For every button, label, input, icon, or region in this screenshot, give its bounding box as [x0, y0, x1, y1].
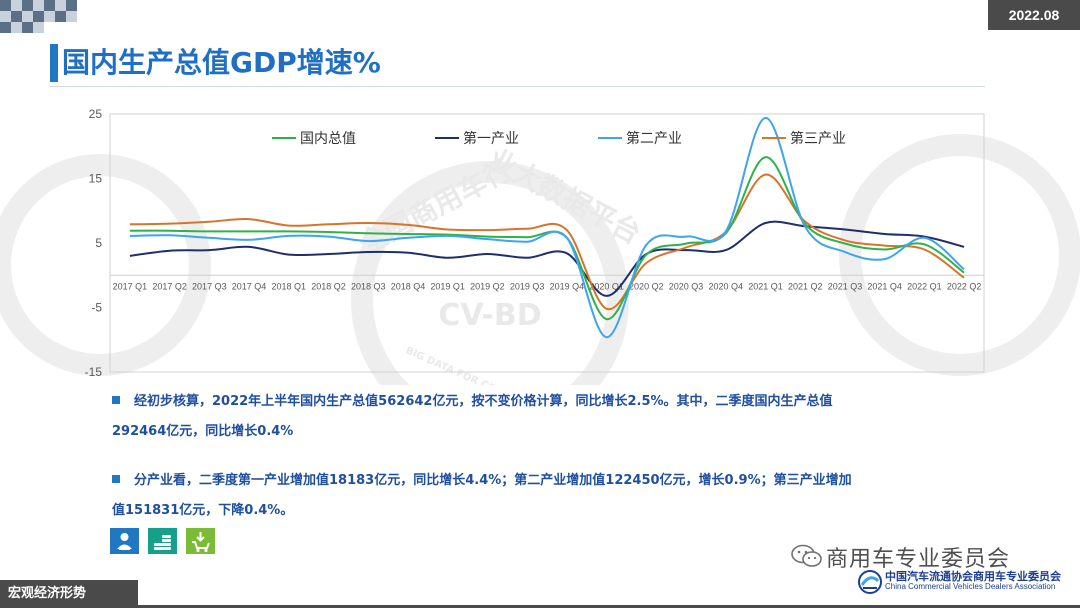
- section-label: 宏观经济形势: [0, 580, 138, 608]
- bullet-text: 经初步核算，2022年上半年国内生产总值562642亿元，按不变价格计算，同比增…: [134, 394, 833, 409]
- series-line-4: [129, 173, 965, 311]
- x-tick-label: 2021 Q4: [867, 281, 902, 291]
- page-title: 国内生产总值GDP增速%: [62, 46, 381, 79]
- x-tick-label: 2019 Q3: [510, 281, 545, 291]
- bullet-line: 分产业看，二季度第一产业增加值18183亿元，同比增长4.4%；第二产业增加值1…: [112, 466, 992, 496]
- watermark-text: BIG DATA FOR COMMERCIAL VEHICLE: [404, 345, 599, 385]
- x-tick-label: 2019 Q1: [430, 281, 465, 291]
- watermark-seal: [351, 161, 629, 385]
- plot-area-frame: [109, 113, 985, 373]
- y-tick-label: -5: [91, 301, 102, 315]
- x-tick-label: 2017 Q2: [152, 281, 187, 291]
- watermark-seal: [839, 134, 1080, 376]
- legend-label: 第三产业: [790, 130, 846, 147]
- cart-download-icon: [186, 528, 215, 554]
- x-tick-label: 2020 Q3: [669, 281, 704, 291]
- bullet-text: 分产业看，二季度第一产业增加值18183亿元，同比增长4.4%；第二产业增加值1…: [134, 473, 852, 488]
- legend-label: 第一产业: [463, 130, 519, 147]
- association-name-en: China Commercial Vehicles Dealers Associ…: [885, 582, 1056, 591]
- legend-label: 第二产业: [626, 130, 682, 147]
- watermark-text: CV-BD: [438, 298, 541, 333]
- x-tick-label: 2020 Q2: [629, 281, 664, 291]
- x-tick-label: 2018 Q3: [351, 281, 386, 291]
- x-tick-label: 2021 Q3: [828, 281, 863, 291]
- y-tick-label: 15: [89, 172, 103, 186]
- x-tick-label: 2021 Q2: [788, 281, 823, 291]
- title-divider: [50, 86, 985, 87]
- y-tick-label: -15: [85, 365, 103, 379]
- series-line-3: [129, 116, 965, 339]
- date-badge: 2022.08: [988, 0, 1080, 30]
- wechat-icon: [791, 544, 822, 567]
- person-service-icon: [110, 528, 139, 554]
- x-tick-label: 2021 Q1: [748, 281, 783, 291]
- legend-label: 国内总值: [300, 131, 356, 147]
- association-logo: [858, 570, 882, 594]
- bullet-line: 值151831亿元，下降0.4%。: [112, 503, 294, 518]
- bullet-line: 经初步核算，2022年上半年国内生产总值562642亿元，按不变价格计算，同比增…: [112, 387, 992, 417]
- bullet-square-icon: [112, 474, 120, 483]
- bullet-square-icon: [112, 395, 120, 404]
- x-tick-label: 2019 Q2: [470, 281, 505, 291]
- bullet-industry-breakdown: 分产业看，二季度第一产业增加值18183亿元，同比增长4.4%；第二产业增加值1…: [112, 466, 992, 526]
- x-tick-label: 2022 Q2: [947, 281, 982, 291]
- y-tick-label: 5: [95, 236, 102, 250]
- x-tick-label: 2020 Q1: [589, 281, 624, 291]
- x-tick-label: 2018 Q4: [391, 281, 426, 291]
- x-tick-label: 2019 Q4: [550, 281, 585, 291]
- association-name-cn: 中国汽车流通协会商用车专业委员会: [885, 570, 1061, 583]
- x-tick-label: 2017 Q4: [232, 281, 267, 291]
- watermark-seal: [0, 154, 211, 376]
- y-tick-label: 25: [89, 107, 103, 121]
- series-line-2: [129, 220, 965, 297]
- title-accent-bar: [50, 44, 58, 82]
- coins-icon: [148, 528, 177, 554]
- x-tick-label: 2017 Q3: [192, 281, 227, 291]
- bullet-gdp-summary: 经初步核算，2022年上半年国内生产总值562642亿元，按不变价格计算，同比增…: [112, 387, 992, 447]
- x-tick-label: 2017 Q1: [113, 281, 148, 291]
- wechat-account-name: 商用车专业委员会: [826, 547, 1011, 572]
- x-tick-label: 2022 Q1: [907, 281, 942, 291]
- x-tick-label: 2018 Q2: [311, 281, 346, 291]
- x-tick-label: 2018 Q1: [272, 281, 307, 291]
- corner-checker-pattern: [0, 0, 77, 33]
- bullet-line: 292464亿元，同比增长0.4%: [112, 424, 294, 439]
- footer-divider: [0, 605, 1080, 608]
- x-tick-label: 2020 Q4: [709, 281, 744, 291]
